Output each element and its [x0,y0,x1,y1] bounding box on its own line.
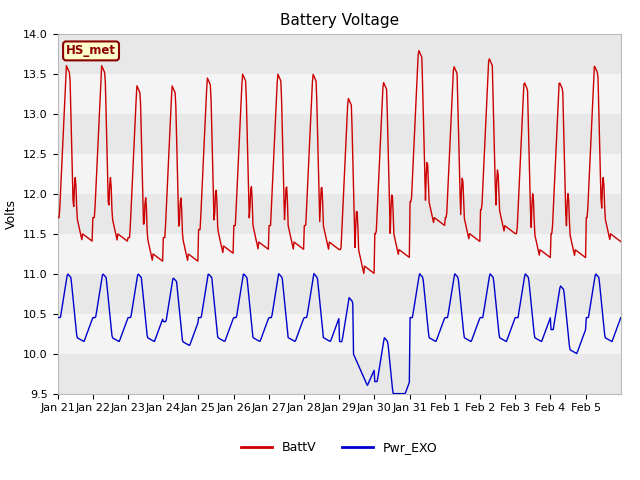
Bar [58,73,621,114]
Legend: BattV, Pwr_EXO: BattV, Pwr_EXO [236,436,443,459]
Y-axis label: Volts: Volts [4,199,17,228]
Title: Battery Voltage: Battery Voltage [280,13,399,28]
Text: HS_met: HS_met [66,44,116,58]
Bar [58,114,621,154]
Bar [58,313,621,354]
Bar [58,34,621,73]
Bar [58,354,621,394]
Bar [58,234,621,274]
Bar [58,154,621,193]
Bar [58,274,621,313]
Bar [58,193,621,234]
